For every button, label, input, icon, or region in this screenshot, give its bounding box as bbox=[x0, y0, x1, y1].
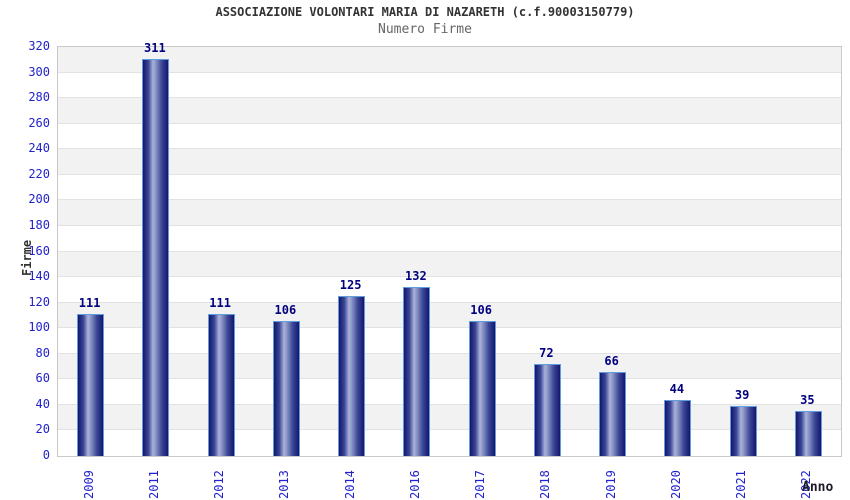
gridline bbox=[58, 148, 841, 150]
x-tick-label: 2017 bbox=[473, 470, 488, 499]
y-tick-label: 280 bbox=[28, 90, 50, 105]
y-tick-label: 260 bbox=[28, 115, 50, 130]
gridline bbox=[58, 378, 841, 380]
bar bbox=[729, 406, 757, 456]
x-tick-label: 2012 bbox=[212, 470, 227, 499]
y-tick-label: 140 bbox=[28, 269, 50, 284]
background-band bbox=[58, 200, 841, 226]
bar-value-label: 44 bbox=[669, 381, 685, 396]
bar bbox=[533, 363, 561, 456]
gridline bbox=[58, 352, 841, 354]
background-band bbox=[58, 47, 841, 73]
bar bbox=[599, 371, 627, 456]
y-tick-label: 80 bbox=[35, 345, 50, 360]
background-band bbox=[58, 72, 841, 99]
gridline bbox=[58, 250, 841, 252]
bar bbox=[338, 296, 366, 456]
x-tick-label: 2009 bbox=[81, 470, 96, 499]
y-axis-title: Firme bbox=[20, 239, 34, 276]
bar-value-label: 39 bbox=[734, 388, 750, 403]
gridline bbox=[58, 71, 841, 73]
background-band bbox=[58, 404, 841, 431]
y-tick-label: 300 bbox=[28, 64, 50, 79]
bar bbox=[403, 287, 431, 456]
y-tick-label: 40 bbox=[35, 396, 50, 411]
background-band bbox=[58, 430, 841, 456]
bar bbox=[77, 314, 105, 456]
background-band bbox=[58, 149, 841, 175]
chart-subtitle: Numero Firme bbox=[378, 22, 472, 37]
gridline bbox=[58, 429, 841, 431]
chart-title: ASSOCIAZIONE VOLONTARI MARIA DI NAZARETH… bbox=[215, 5, 635, 19]
bar-value-label: 66 bbox=[604, 353, 619, 368]
bar bbox=[272, 320, 300, 456]
y-tick-label: 180 bbox=[28, 217, 50, 232]
bar-value-label: 311 bbox=[144, 40, 166, 55]
bar bbox=[142, 58, 170, 456]
gridline bbox=[58, 224, 841, 226]
y-tick-label: 160 bbox=[28, 243, 50, 258]
x-tick-label: 2014 bbox=[342, 470, 357, 499]
background-band bbox=[58, 251, 841, 278]
gridline bbox=[58, 301, 841, 303]
y-tick-label: 240 bbox=[28, 141, 50, 156]
x-tick-label: 2021 bbox=[734, 470, 749, 499]
background-band bbox=[58, 353, 841, 380]
background-band bbox=[58, 328, 841, 354]
bar-value-label: 111 bbox=[209, 296, 231, 311]
background-band bbox=[58, 302, 841, 329]
bar-value-label: 111 bbox=[78, 296, 101, 311]
gridline bbox=[58, 97, 841, 99]
plot-area bbox=[57, 46, 842, 457]
background-band bbox=[58, 174, 841, 201]
y-tick-label: 0 bbox=[42, 448, 50, 462]
x-tick-label: 2013 bbox=[277, 470, 292, 499]
x-tick-label: 2011 bbox=[146, 470, 161, 499]
bar-value-label: 106 bbox=[470, 302, 492, 317]
bar bbox=[794, 411, 822, 456]
background-band bbox=[58, 225, 841, 252]
gridline bbox=[58, 327, 841, 329]
x-tick-label: 2019 bbox=[603, 470, 618, 499]
y-tick-label: 60 bbox=[35, 371, 50, 386]
x-tick-label: 2016 bbox=[407, 470, 422, 499]
bar-value-label: 72 bbox=[539, 345, 554, 360]
y-tick-label: 120 bbox=[28, 294, 50, 309]
background-band bbox=[58, 98, 841, 124]
y-tick-label: 220 bbox=[28, 166, 50, 181]
gridline bbox=[58, 173, 841, 175]
x-tick-label: 2018 bbox=[538, 470, 553, 499]
background-band bbox=[58, 123, 841, 150]
y-tick-label: 20 bbox=[35, 422, 50, 437]
gridline bbox=[58, 276, 841, 278]
background-band bbox=[58, 277, 841, 303]
background-band bbox=[58, 379, 841, 405]
y-tick-label: 100 bbox=[28, 320, 50, 335]
bar-value-label: 106 bbox=[274, 302, 297, 317]
x-axis-title: Anno bbox=[802, 480, 834, 495]
gridline bbox=[58, 403, 841, 405]
bar bbox=[207, 314, 235, 456]
gridline bbox=[58, 122, 841, 124]
bar-value-label: 125 bbox=[339, 278, 362, 293]
y-tick-label: 200 bbox=[28, 192, 50, 207]
bar-value-label: 132 bbox=[405, 269, 427, 284]
x-tick-label: 2020 bbox=[668, 470, 683, 499]
gridline bbox=[58, 199, 841, 201]
bar bbox=[664, 399, 692, 456]
y-tick-label: 320 bbox=[28, 39, 50, 53]
bar bbox=[468, 320, 496, 456]
bar-value-label: 35 bbox=[800, 393, 815, 408]
